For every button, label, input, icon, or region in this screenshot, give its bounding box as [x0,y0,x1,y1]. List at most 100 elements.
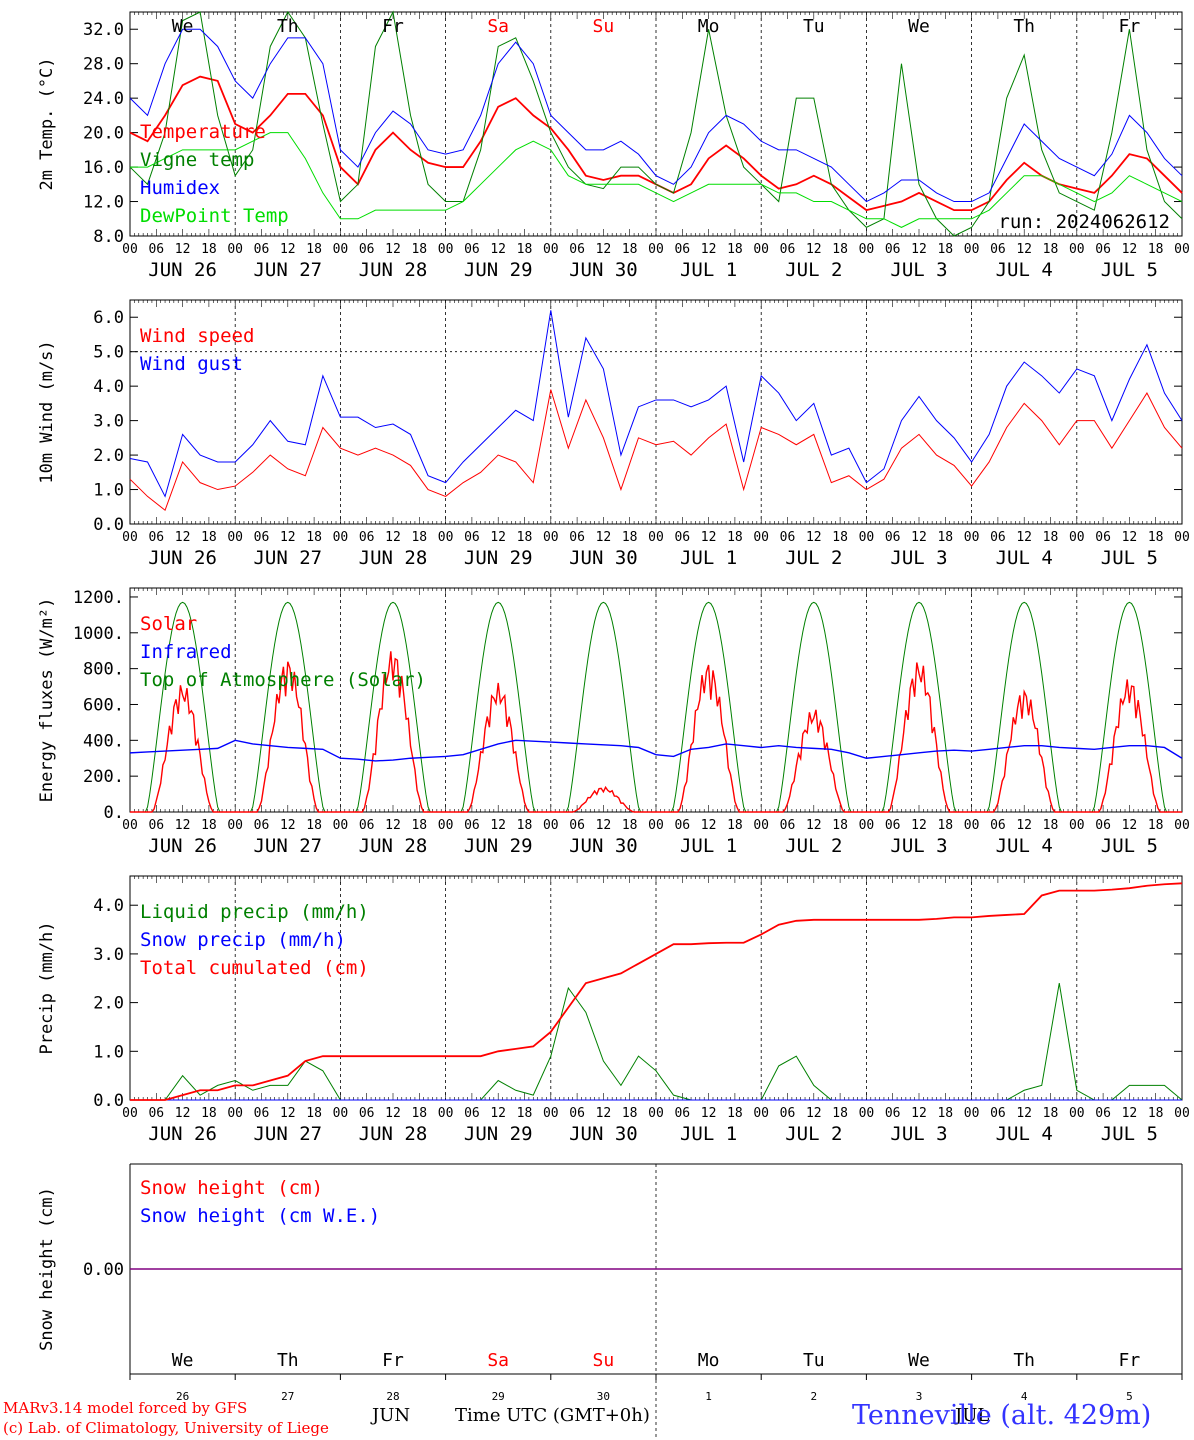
day-number-label: 29 [492,1390,505,1403]
series-dewpoint-temp [130,132,1183,228]
hour-tick-label: 00 [859,818,875,833]
hour-tick-label: 18 [727,530,743,545]
day-label: JUN 30 [569,1123,638,1145]
legend-entry: Solar [140,613,197,635]
hour-tick-label: 06 [885,530,901,545]
hour-tick-label: 12 [280,818,296,833]
hour-tick-label: 06 [780,818,796,833]
day-number-label: 4 [1021,1390,1028,1403]
day-label: JUL 4 [996,259,1053,281]
day-label: JUN 28 [359,1123,428,1145]
series-wind-speed [129,389,1183,512]
hour-tick-label: 00 [333,530,349,545]
y-tick-label: 3.0 [93,945,124,965]
weekday-label: Tu [803,16,825,37]
hour-tick-label: 12 [175,1106,191,1121]
hour-tick-label: 00 [1069,818,1085,833]
day-label: JUL 1 [680,259,737,281]
month-label: JUN [372,1405,411,1426]
hour-tick-label: 18 [517,242,533,257]
y-tick-label: 0.00 [83,1260,124,1280]
hour-tick-label: 18 [937,818,953,833]
day-label: JUL 1 [680,835,737,857]
hour-tick-label: 06 [148,242,164,257]
plot-frame [129,299,1183,525]
day-label: JUL 3 [890,259,947,281]
hour-tick-label: 18 [1148,530,1164,545]
hour-tick-label: 00 [964,530,980,545]
month-label-2: JUL [955,1405,990,1426]
hour-tick-label: 06 [254,242,270,257]
weekday-label: Mo [698,16,720,37]
hour-tick-label: 18 [411,530,427,545]
weekday-label: Th [1013,1350,1035,1371]
hour-tick-label: 06 [569,242,585,257]
day-label: JUN 29 [464,1123,533,1145]
hour-tick-label: 12 [701,242,717,257]
hour-tick-label: 00 [543,1106,559,1121]
y-tick-label: 1000. [73,624,124,644]
hour-tick-label: 00 [1174,818,1190,833]
day-label: JUN 29 [464,835,533,857]
legend-entry: Total cumulated (cm) [140,957,369,979]
hour-tick-label: 18 [306,242,322,257]
day-label: JUN 29 [464,547,533,569]
day-label: JUL 5 [1101,547,1158,569]
hour-tick-label: 00 [753,530,769,545]
y-tick-label: 2.0 [93,446,124,466]
y-axis-label: 2m Temp. (°C) [37,57,57,190]
hour-tick-label: 00 [122,818,138,833]
day-label: JUN 30 [569,835,638,857]
day-label: JUL 3 [890,835,947,857]
hour-tick-label: 12 [911,1106,927,1121]
hour-tick-label: 00 [333,1106,349,1121]
hour-tick-label: 18 [622,530,638,545]
hour-tick-label: 18 [1148,1106,1164,1121]
day-label: JUL 5 [1101,835,1158,857]
weekday-label: Th [277,16,299,37]
hour-tick-label: 18 [201,242,217,257]
y-axis-label: Snow height (cm) [37,1187,57,1351]
hour-tick-label: 06 [990,242,1006,257]
hour-tick-label: 18 [832,1106,848,1121]
day-label: JUL 1 [680,1123,737,1145]
hour-tick-label: 18 [1043,1106,1059,1121]
hour-tick-label: 06 [1095,818,1111,833]
hour-tick-label: 18 [622,242,638,257]
hour-tick-label: 18 [1043,530,1059,545]
hour-tick-label: 06 [148,1106,164,1121]
hour-tick-label: 06 [464,242,480,257]
hour-tick-label: 06 [148,530,164,545]
weekday-label: Sa [487,16,509,37]
day-label: JUN 28 [359,547,428,569]
hour-tick-label: 00 [543,242,559,257]
legend-entry: Snow height (cm W.E.) [140,1205,380,1227]
weekday-label: Fr [382,16,404,37]
hour-tick-label: 00 [438,242,454,257]
hour-tick-label: 06 [674,818,690,833]
hour-tick-label: 00 [648,818,664,833]
hour-tick-label: 18 [937,1106,953,1121]
day-number-label: 28 [386,1390,399,1403]
hour-tick-label: 06 [464,1106,480,1121]
hour-tick-label: 00 [859,242,875,257]
hour-tick-label: 06 [990,1106,1006,1121]
hour-tick-label: 12 [911,242,927,257]
hour-tick-label: 18 [727,1106,743,1121]
hour-tick-label: 12 [1016,818,1032,833]
day-label: JUN 28 [359,259,428,281]
y-tick-label: 20.0 [83,124,124,144]
hour-tick-label: 00 [648,530,664,545]
hour-tick-label: 06 [674,242,690,257]
y-axis-label: Precip (mm/h) [37,921,57,1054]
hour-tick-label: 00 [227,530,243,545]
hour-tick-label: 06 [254,530,270,545]
hour-tick-label: 06 [148,818,164,833]
day-label: JUL 4 [996,547,1053,569]
hour-tick-label: 00 [122,242,138,257]
weekday-label: We [908,16,930,37]
series-wind-gust [129,310,1183,498]
hour-tick-label: 18 [1043,818,1059,833]
hour-tick-label: 00 [753,818,769,833]
